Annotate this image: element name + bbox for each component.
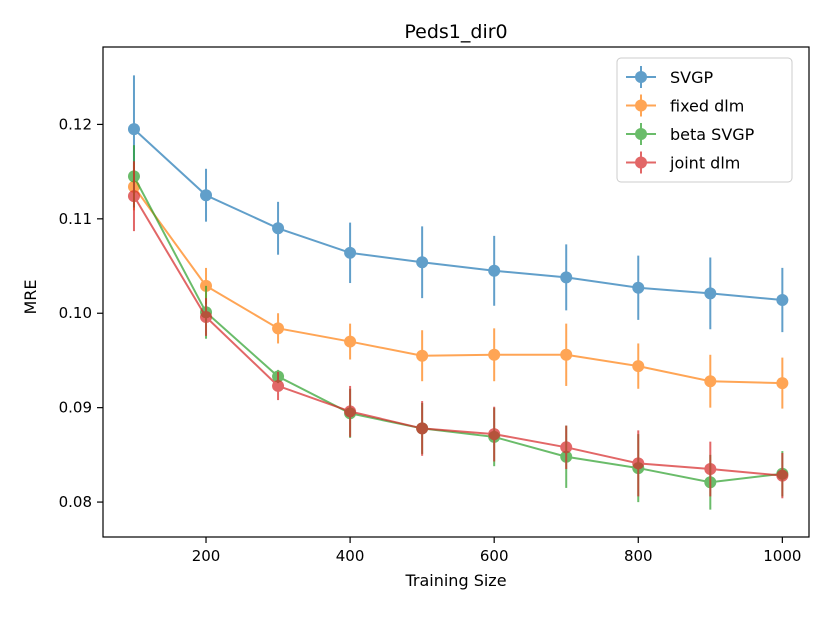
series-line <box>133 175 783 484</box>
series-line <box>133 186 783 385</box>
data-point <box>416 422 429 435</box>
y-tick-label: 0.09 <box>59 399 92 417</box>
data-point <box>704 463 717 476</box>
series-joint-dlm <box>127 161 789 499</box>
data-point <box>560 348 573 361</box>
legend-label: SVGP <box>670 68 714 87</box>
legend-marker <box>626 123 656 145</box>
axis-ticks: 200 400 600 800 1000 0.08 0.09 0.10 0.11 0.12 <box>59 46 810 565</box>
data-point <box>560 271 573 284</box>
data-point <box>776 294 789 307</box>
data-point <box>416 349 429 362</box>
y-tick-label: 0.12 <box>59 115 92 133</box>
x-tick-label: 200 <box>192 547 221 565</box>
legend-label: beta SVGP <box>670 125 755 144</box>
y-tick-label: 0.08 <box>59 493 92 511</box>
series-fixed-dlm <box>127 163 789 409</box>
data-point <box>127 190 140 203</box>
data-point <box>632 360 645 373</box>
legend-marker <box>626 151 656 174</box>
x-tick-label: 400 <box>336 547 365 565</box>
data-point <box>488 348 501 361</box>
plot-frame <box>102 46 810 538</box>
legend-marker <box>626 66 656 88</box>
data-point <box>704 287 717 300</box>
plot-area <box>127 75 789 510</box>
data-point <box>272 322 285 335</box>
data-point <box>344 335 357 348</box>
data-point <box>776 469 789 482</box>
chart-title: Peds1_dir0 <box>404 21 507 43</box>
x-tick-label: 1000 <box>763 547 801 565</box>
data-point <box>344 246 357 259</box>
series-line <box>133 128 783 302</box>
data-point <box>272 379 285 392</box>
x-axis-label: Training Size <box>404 571 506 590</box>
data-point <box>560 441 573 454</box>
x-tick-label: 600 <box>480 547 509 565</box>
series-line <box>133 195 783 477</box>
y-tick-label: 0.11 <box>59 210 92 228</box>
legend-marker <box>626 94 656 117</box>
legend-box <box>616 57 793 183</box>
legend: SVGP fixed dlm beta SVGP joint dlm <box>616 57 793 183</box>
legend-label: joint dlm <box>669 154 740 173</box>
data-point <box>488 428 501 441</box>
x-tick-label: 800 <box>624 547 653 565</box>
data-point <box>776 377 789 390</box>
data-point <box>632 457 645 470</box>
legend-dot <box>635 71 647 83</box>
legend-dot <box>635 128 647 140</box>
data-point <box>200 311 213 324</box>
series-svgp <box>127 75 789 333</box>
data-point <box>272 222 285 235</box>
data-point <box>632 281 645 294</box>
legend-dot <box>635 99 647 112</box>
y-tick-label: 0.10 <box>59 304 92 322</box>
data-point <box>488 264 501 277</box>
legend-dot <box>635 156 647 169</box>
data-point <box>416 256 429 269</box>
data-point <box>200 189 213 202</box>
data-point <box>704 375 717 388</box>
legend-label: fixed dlm <box>670 97 744 116</box>
y-axis-label: MRE <box>21 279 40 314</box>
data-point <box>344 405 357 418</box>
data-point <box>127 123 140 136</box>
